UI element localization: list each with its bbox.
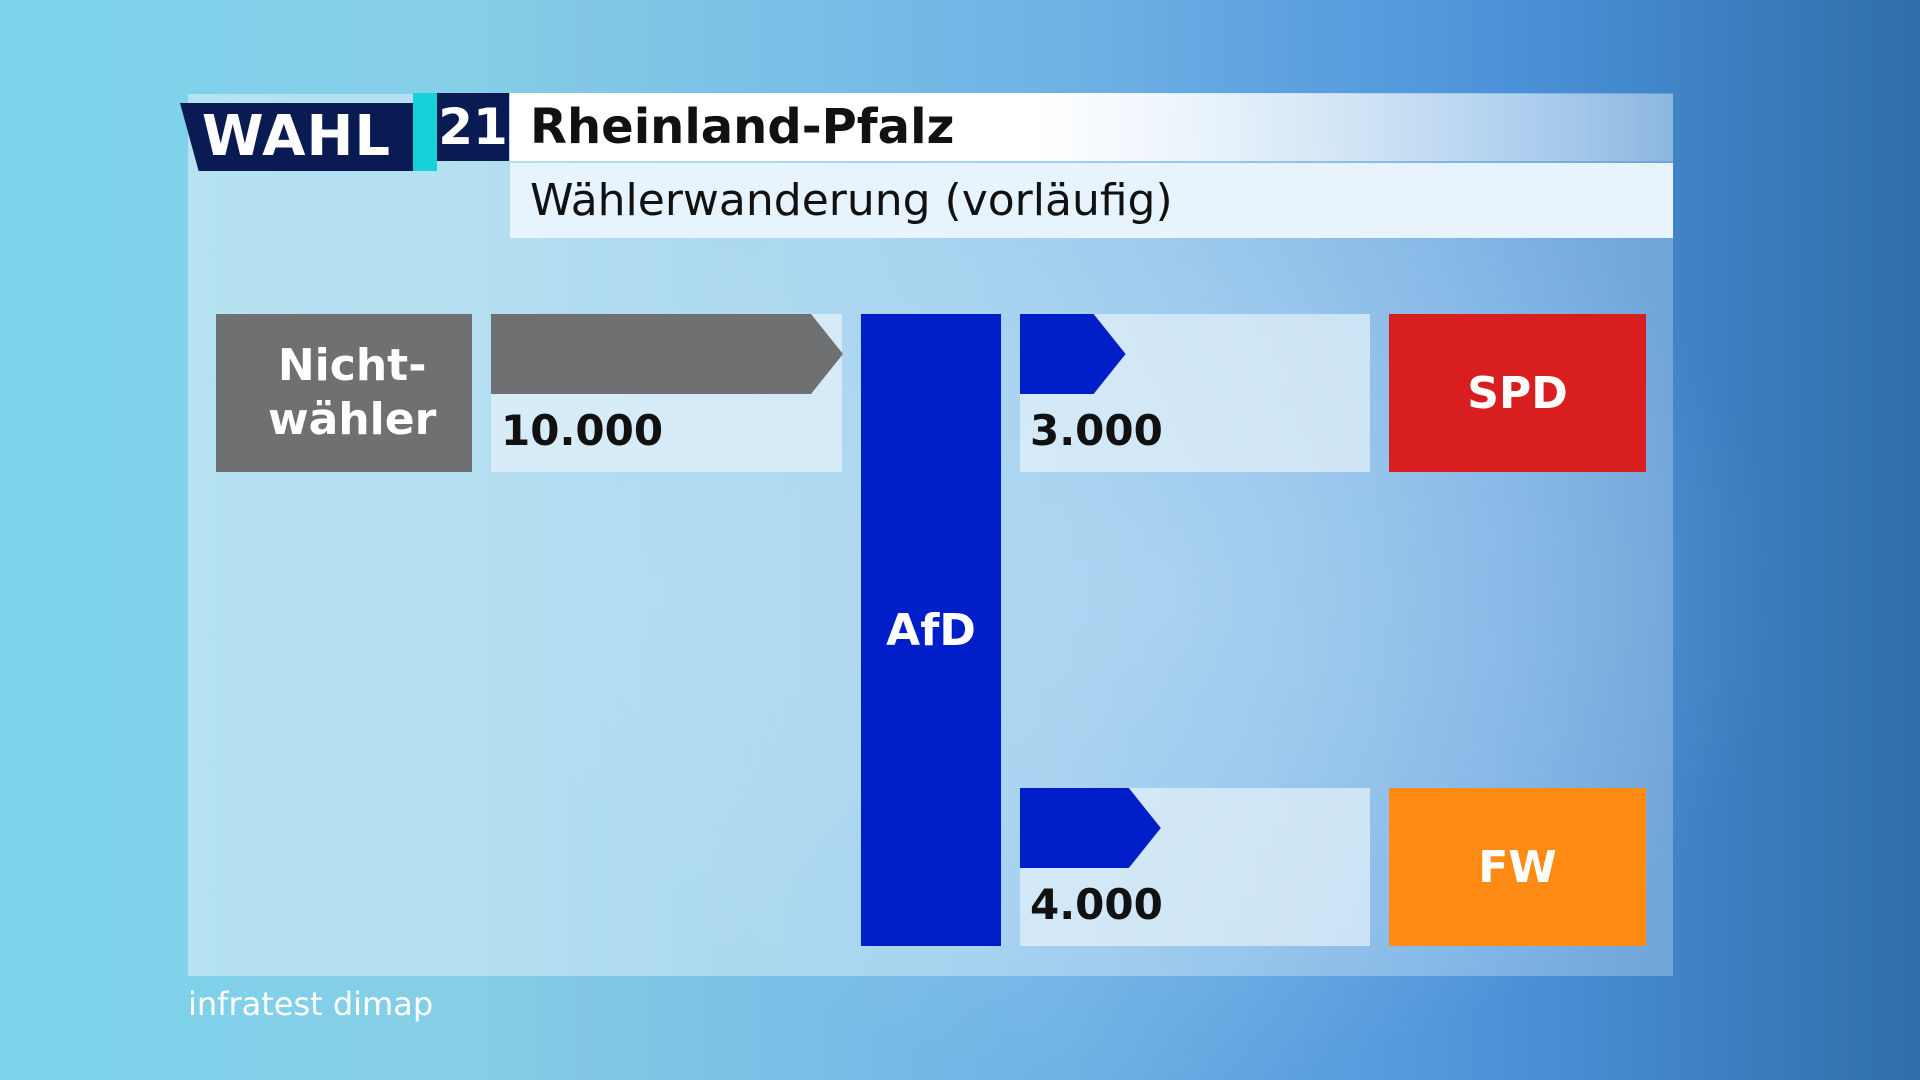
chart-subtitle: Wählerwanderung (vorläufig): [530, 175, 1173, 226]
logo-word: WAHL: [201, 104, 392, 169]
flow-arrow-nichtwaehler-afd: [491, 314, 843, 394]
flow-value-afd-spd: 3.000: [1030, 406, 1163, 455]
source-credit: infratest dimap: [188, 985, 434, 1023]
flow-value-afd-fw: 4.000: [1030, 880, 1163, 929]
party-box-fw: FW: [1389, 788, 1646, 946]
chart-title: Rheinland-Pfalz: [530, 99, 955, 155]
flow-value-nichtwaehler-afd: 10.000: [501, 406, 664, 455]
flow-arrow-afd-spd: [1020, 314, 1126, 394]
wahl-logo: WAHL: [180, 103, 413, 171]
party-label-nichtwaehler: Nicht-wähler: [268, 339, 436, 447]
flow-arrow-shape-afd-fw: [1020, 788, 1161, 868]
party-box-spd: SPD: [1389, 314, 1646, 472]
logo-number: 21: [437, 93, 509, 161]
flow-arrow-afd-fw: [1020, 788, 1161, 868]
title-bar: [510, 93, 1673, 161]
party-label-afd: AfD: [886, 604, 976, 656]
logo-stripe: [413, 93, 437, 171]
party-label-spd: SPD: [1467, 367, 1568, 419]
party-label-nichtwaehler-line1: Nicht-wähler: [268, 340, 437, 445]
subtitle-bar: [510, 163, 1673, 238]
party-box-afd: AfD: [861, 314, 1001, 946]
flow-arrow-shape-nichtwaehler-afd: [491, 314, 843, 394]
party-box-nichtwaehler: Nicht-wähler: [216, 314, 472, 472]
party-label-fw: FW: [1478, 841, 1557, 893]
flow-arrow-shape-afd-spd: [1020, 314, 1126, 394]
